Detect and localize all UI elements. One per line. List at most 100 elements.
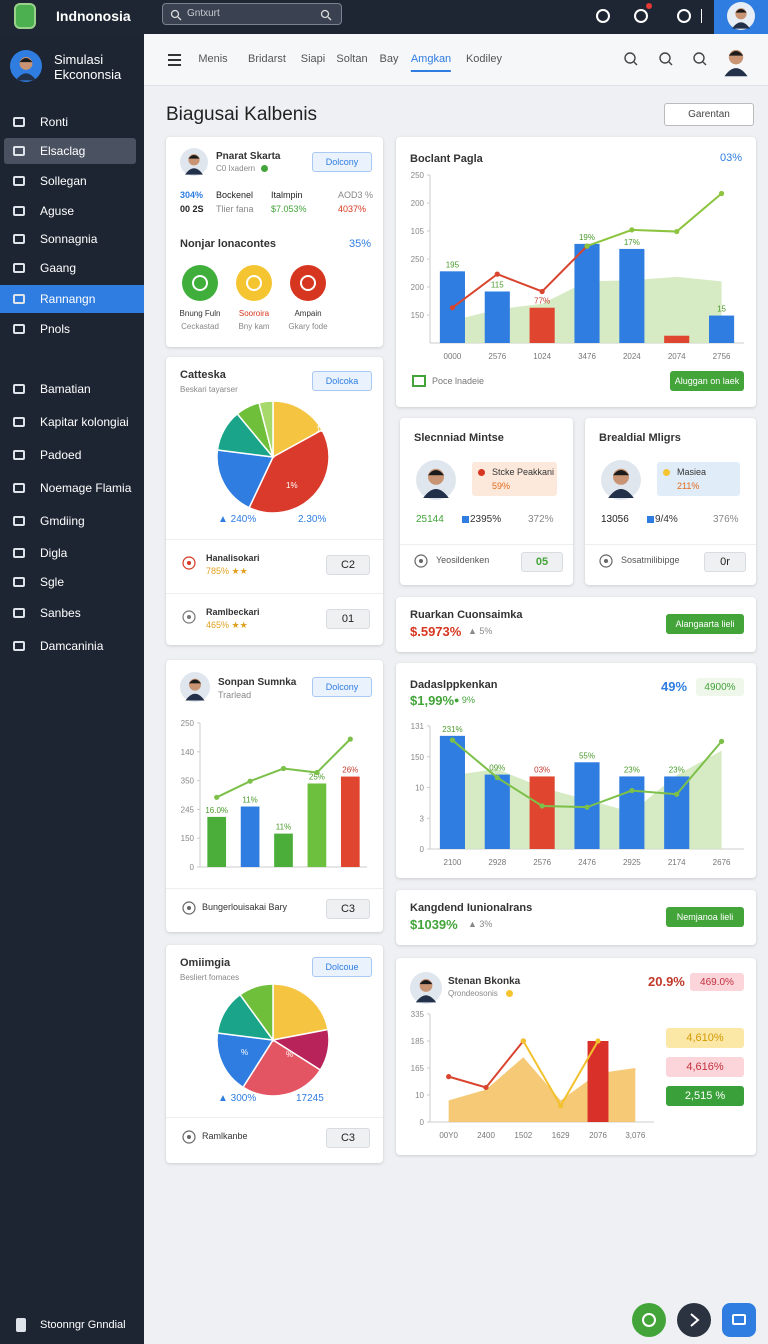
line (451, 245, 588, 309)
bar (619, 248, 645, 343)
pie-slice (241, 1038, 322, 1097)
button[interactable]: Alangaarta lieli (666, 614, 744, 634)
menu-icon (13, 641, 25, 651)
banner-title: Ruarkan Cuonsaimka (410, 609, 523, 621)
menu-item[interactable]: Gmdiing (0, 507, 144, 535)
x-tick-label: 3,076 (625, 1131, 646, 1140)
bar-card: Sonpan Sumnka Trarlead Dolcony 250 140 350 245… (166, 660, 383, 932)
button[interactable]: C3 (326, 1128, 370, 1148)
line (586, 192, 723, 248)
button[interactable]: C2 (326, 555, 370, 575)
stat-marker (462, 516, 469, 523)
button[interactable]: 4,616% (666, 1057, 744, 1077)
icon-ring (599, 554, 613, 568)
button[interactable]: 01 (326, 609, 370, 629)
button[interactable]: Garentan (664, 103, 754, 126)
x-tick-label: 1024 (533, 352, 551, 361)
pie-slice (248, 429, 330, 514)
fab-chat[interactable] (722, 1303, 756, 1337)
item-label: Ampain (294, 309, 322, 318)
menu-item[interactable]: Sanbes (0, 599, 144, 627)
button[interactable]: 4,610% (666, 1028, 744, 1048)
button[interactable]: 4900% (696, 678, 744, 696)
menu-item[interactable]: Noemage Flamia (0, 474, 144, 502)
menu-item[interactable]: Sgle (0, 568, 144, 596)
avatar (727, 2, 755, 30)
highlight (472, 462, 557, 496)
line-point (280, 765, 287, 772)
y-tick-label: 105 (411, 227, 425, 236)
card-change: ● 9% (454, 695, 475, 705)
button[interactable]: 469.0% (690, 973, 744, 991)
button[interactable]: Dolcony (312, 152, 372, 172)
menu-label: Noemage Flamia (40, 481, 132, 495)
nav-tab[interactable]: Amgkan (410, 53, 452, 72)
highlight-value: 59% (492, 481, 511, 491)
line-point (718, 190, 725, 197)
avatar-body (185, 168, 203, 175)
menu-icon (13, 548, 25, 558)
nav-tab[interactable]: Menis (198, 53, 228, 65)
page-title: Biagusai Kalbenis (166, 104, 318, 125)
avatar-hair (613, 470, 629, 476)
x-tick-label: 2174 (668, 858, 686, 867)
y-tick-label: 200 (411, 199, 425, 208)
fab-refresh[interactable] (632, 1303, 666, 1337)
nav-tab[interactable]: Kodiley (465, 53, 503, 65)
search-box[interactable]: Gntxurt (162, 3, 342, 25)
menu-item[interactable]: Ronti (0, 108, 144, 136)
menu-item[interactable]: Damcaninia (0, 632, 144, 660)
button[interactable]: Nemjanoa lieli (666, 907, 744, 927)
fab-next[interactable] (677, 1303, 711, 1337)
category-icon-inner (300, 275, 316, 291)
button[interactable]: Dolcoue (312, 957, 372, 977)
menu-item[interactable]: Sollegan (0, 167, 144, 195)
nav-tab[interactable]: Soltan (336, 53, 368, 65)
x-tick-label: 00Y0 (439, 1131, 458, 1140)
button[interactable]: Dolcony (312, 677, 372, 697)
name: Pnarat Skarta (216, 151, 281, 162)
card-value: $1,99% (410, 693, 455, 708)
line-point (718, 738, 725, 744)
divider (166, 888, 383, 889)
nav-tab[interactable]: Bridarst (248, 53, 286, 65)
menu-item[interactable]: Digla (0, 539, 144, 567)
button[interactable]: 2,515 % (666, 1086, 744, 1106)
button[interactable]: Dolcoka (312, 371, 372, 391)
card-title: Omiimgia (180, 957, 231, 969)
menu-item[interactable]: Rannangn (0, 285, 144, 313)
menu-item[interactable]: Elsaclag (0, 137, 144, 165)
button[interactable]: Aluggan on laek (670, 371, 744, 391)
menu-item[interactable]: Sonnagnia (0, 225, 144, 253)
nav-tab[interactable]: Bay (379, 53, 399, 65)
highlight-line: Stcke Peakkani (492, 467, 555, 477)
menu-label: Ronti (40, 115, 69, 129)
section-value: 35% (348, 238, 371, 250)
y-tick-label: 350 (181, 777, 195, 786)
bar (587, 1041, 609, 1122)
bar-label: 25% (309, 772, 325, 781)
icon (414, 554, 428, 568)
bar (664, 335, 690, 343)
area-card: Stenan Bkonka Qrondeosonis 20.9% 469.0% 335 1… (396, 958, 756, 1155)
x-tick-label: 1502 (514, 1131, 532, 1140)
line-point (674, 791, 680, 797)
menu-item[interactable]: Padoed (0, 441, 144, 469)
y-tick-label: 250 (411, 255, 425, 264)
button[interactable]: 0r (704, 552, 746, 572)
item-sub: Ceckastad (181, 322, 219, 331)
menu-item[interactable]: Pnols (0, 315, 144, 343)
menu-item[interactable]: Aguse (0, 197, 144, 225)
dots-icon (677, 9, 691, 23)
menu-item[interactable]: Gaang (0, 254, 144, 282)
menu-item[interactable]: Kapitar kolongiai (0, 408, 144, 436)
user-button[interactable] (714, 0, 768, 34)
bar-label: 26% (342, 766, 358, 775)
bar-label: 115 (491, 280, 504, 289)
button[interactable]: C3 (326, 899, 370, 919)
x-tick-label: 2576 (533, 858, 551, 867)
nav-tab[interactable]: Siapi (300, 53, 326, 65)
menu-item[interactable]: Bamatian (0, 375, 144, 403)
bar (240, 806, 260, 867)
button[interactable]: 05 (521, 552, 563, 572)
